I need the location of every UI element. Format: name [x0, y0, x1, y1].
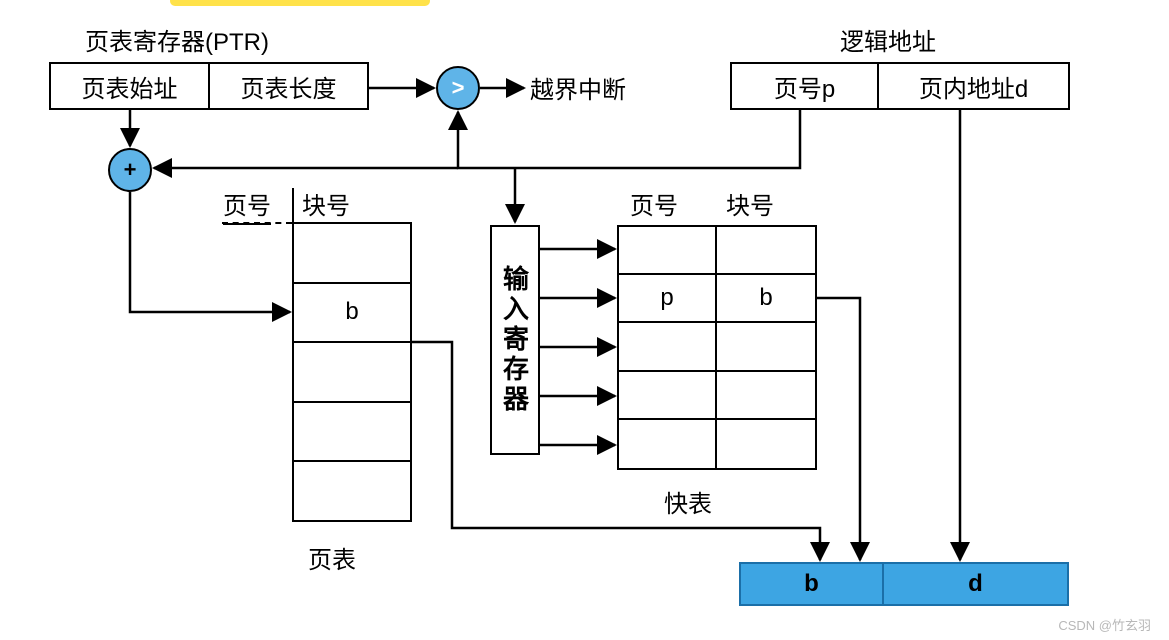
- comparator-node: >: [436, 66, 480, 110]
- tlb-r0c1: [717, 227, 815, 275]
- result-b: b: [741, 564, 882, 604]
- ptr-base: 页表始址: [51, 64, 208, 108]
- tlb-r2c1: [717, 323, 815, 371]
- highlight-streak: [170, 0, 430, 6]
- adder-node: +: [108, 148, 152, 192]
- pt-row-1: b: [294, 282, 410, 342]
- tlb-col-block: 块号: [726, 186, 774, 221]
- ptr-box: 页表始址 页表长度: [49, 62, 369, 110]
- tlb-name: 快表: [664, 484, 712, 519]
- pt-name: 页表: [308, 540, 356, 575]
- pt-dashed: [222, 222, 292, 224]
- tlb-r3c0: [619, 372, 717, 420]
- pt-row-4: [294, 460, 410, 520]
- pt-row-3: [294, 401, 410, 461]
- la-page: 页号p: [732, 64, 877, 108]
- input-register: 输入寄存器: [490, 225, 540, 455]
- tlb-r1c1: b: [717, 275, 815, 323]
- adder-symbol: +: [124, 157, 137, 183]
- interrupt-label: 越界中断: [530, 70, 626, 105]
- tlb-r0c0: [619, 227, 717, 275]
- ptr-title: 页表寄存器(PTR): [85, 22, 269, 57]
- pt-row-2: [294, 341, 410, 401]
- tlb-table: pb: [617, 225, 817, 470]
- logical-addr-box: 页号p 页内地址d: [730, 62, 1070, 110]
- pt-col-block: 块号: [302, 186, 350, 221]
- pt-col-page: 页号: [223, 186, 271, 225]
- pt-row-0: [294, 224, 410, 282]
- pt-hdr-sep: [292, 188, 294, 222]
- tlb-r2c0: [619, 323, 717, 371]
- ptr-length: 页表长度: [208, 64, 367, 108]
- tlb-r4c1: [717, 420, 815, 468]
- result-box: b d: [739, 562, 1069, 606]
- tlb-col-page: 页号: [630, 186, 678, 221]
- page-table: b: [292, 222, 412, 522]
- tlb-r1c0: p: [619, 275, 717, 323]
- input-register-label: 输入寄存器: [492, 227, 538, 453]
- tlb-r4c0: [619, 420, 717, 468]
- logical-addr-title: 逻辑地址: [840, 22, 936, 57]
- la-offset: 页内地址d: [877, 64, 1068, 108]
- comparator-symbol: >: [452, 75, 465, 101]
- tlb-r3c1: [717, 372, 815, 420]
- watermark: CSDN @竹玄羽: [1058, 615, 1151, 634]
- result-d: d: [882, 564, 1067, 604]
